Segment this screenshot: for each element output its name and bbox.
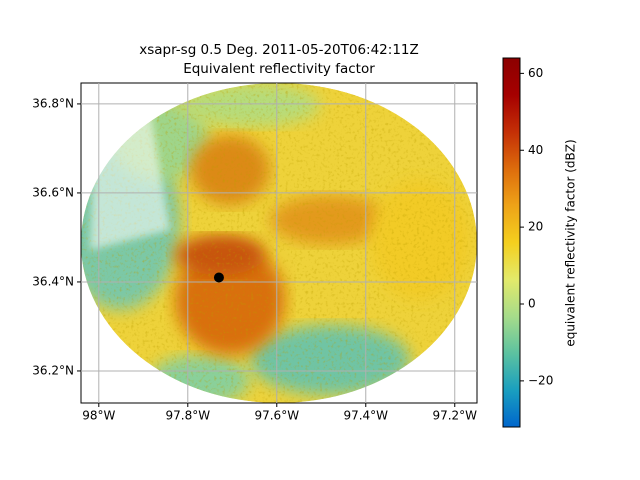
y-tick-label: 36.6°N <box>32 185 74 199</box>
x-tick-label: 97.4°W <box>343 409 388 423</box>
y-tick-label: 36.2°N <box>32 363 74 377</box>
radar-site <box>213 272 224 283</box>
chart-subtitle: Equivalent reflectivity factor <box>183 61 375 77</box>
y-tick-label: 36.8°N <box>32 96 74 110</box>
x-tick-label: 97.6°W <box>254 409 299 423</box>
colorbar-tick-label: 20 <box>528 220 543 234</box>
y-tick-label: 36.4°N <box>32 274 74 288</box>
x-tick-label: 97.8°W <box>165 409 210 423</box>
x-tick-label: 98°W <box>82 409 115 423</box>
chart-title: xsapr-sg 0.5 Deg. 2011-05-20T06:42:11Z <box>139 42 419 58</box>
colorbar-tick-label: −20 <box>528 373 553 387</box>
colorbar <box>502 57 521 428</box>
x-tick-label: 97.2°W <box>432 409 477 423</box>
colorbar-tick-label: 60 <box>528 66 543 80</box>
plot-frame <box>80 82 478 404</box>
colorbar-tick-label: 0 <box>528 297 536 311</box>
colorbar-label: equivalent reflectivity factor (dBZ) <box>564 139 578 346</box>
colorbar-tick-label: 40 <box>528 143 543 157</box>
radar-field <box>81 83 477 403</box>
